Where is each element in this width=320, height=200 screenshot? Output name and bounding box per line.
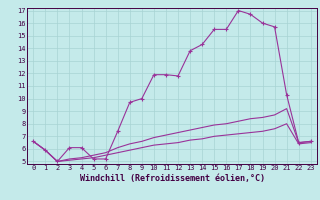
X-axis label: Windchill (Refroidissement éolien,°C): Windchill (Refroidissement éolien,°C) <box>79 174 265 183</box>
